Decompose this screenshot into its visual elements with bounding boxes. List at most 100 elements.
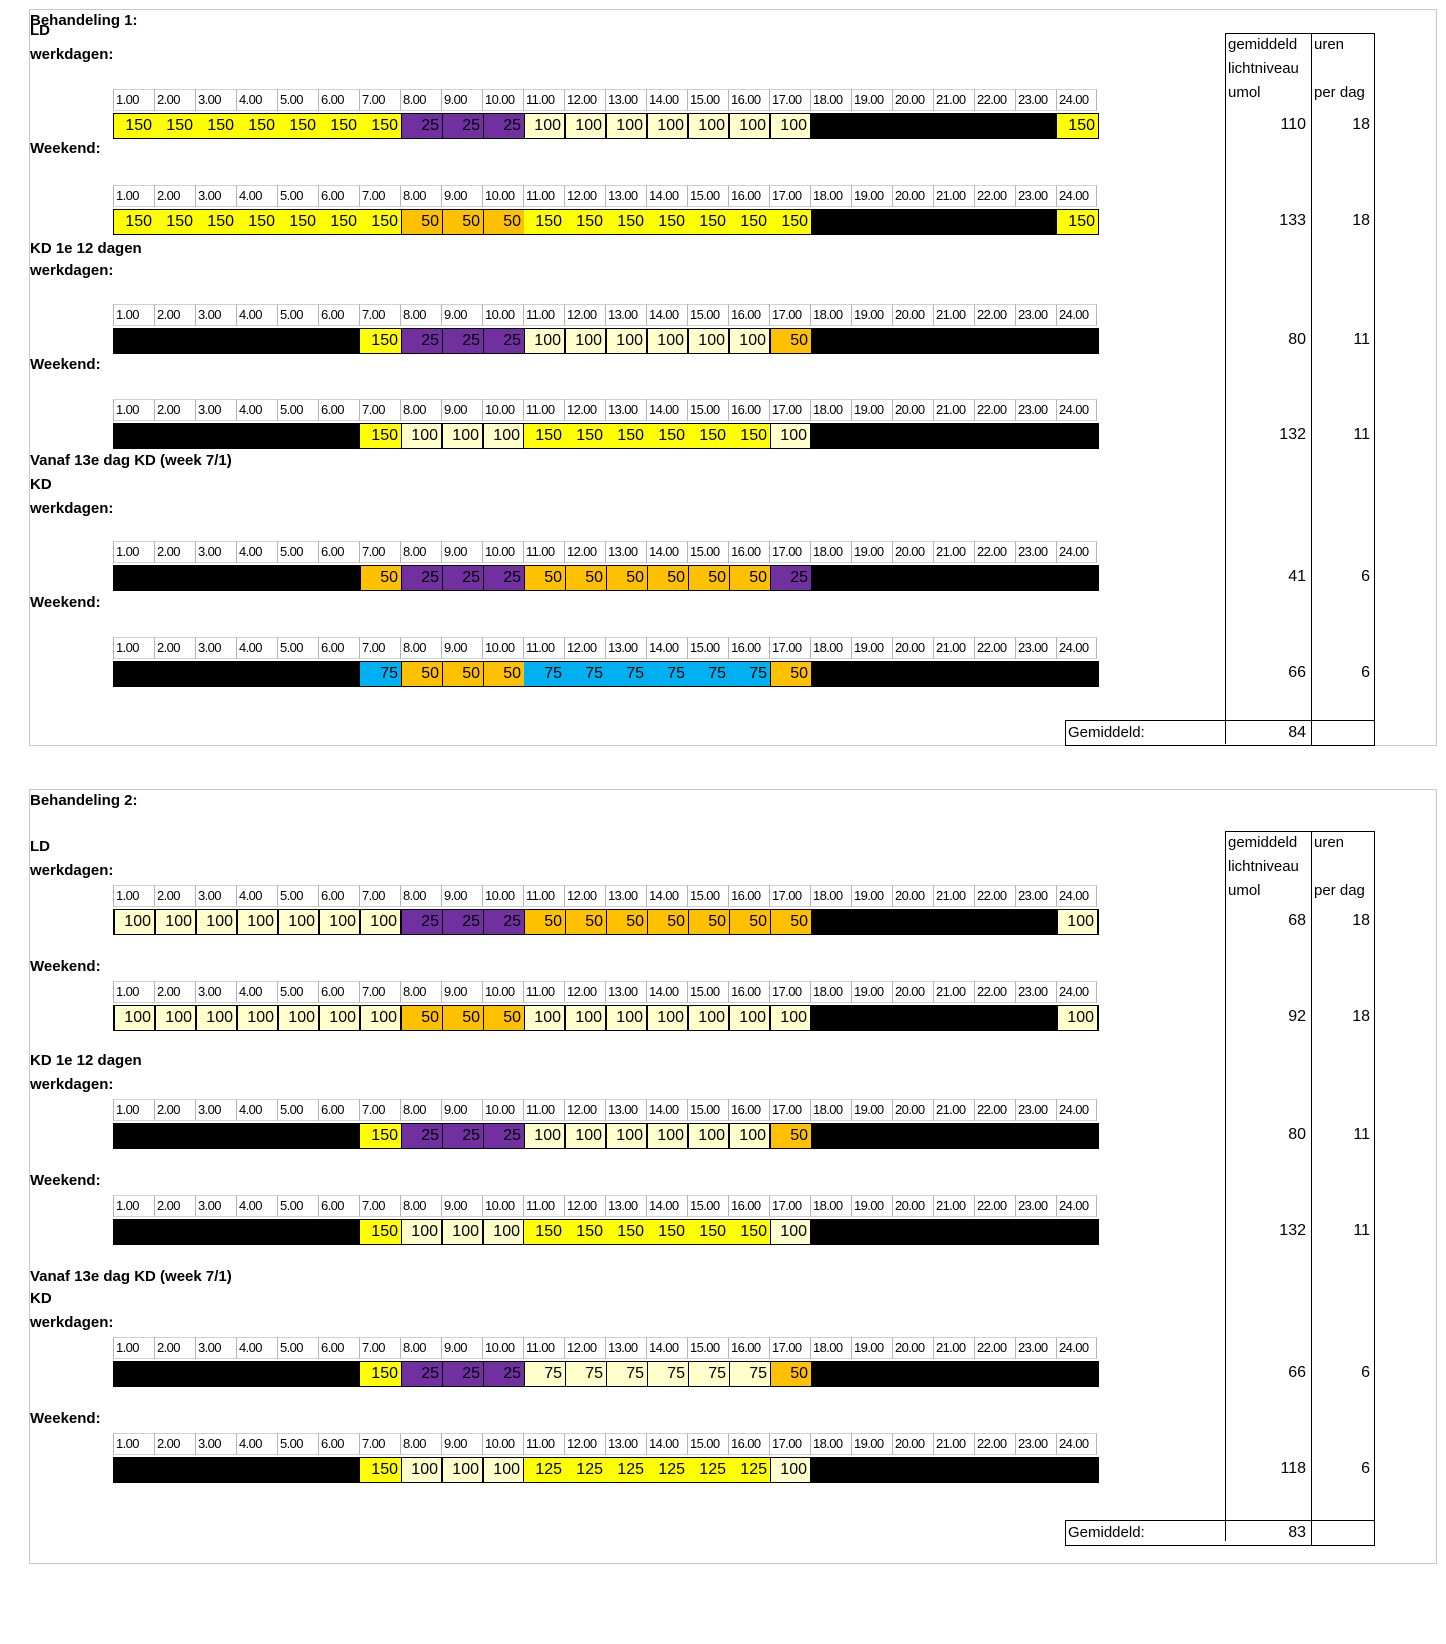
light-level-cell (1016, 1362, 1057, 1386)
schedule-label: Weekend: (30, 594, 101, 611)
hour-cell: 23.00 (1015, 89, 1056, 111)
light-level-cell (975, 114, 1016, 138)
hour-cell: 15.00 (687, 304, 728, 326)
hour-cell: 9.00 (441, 981, 482, 1003)
hour-cell: 4.00 (236, 637, 277, 659)
light-level-cell: 100 (565, 1124, 606, 1148)
hour-cell: 18.00 (810, 885, 851, 907)
hour-cell: 5.00 (277, 185, 318, 207)
light-level-cell (1057, 329, 1098, 353)
hour-cell: 12.00 (564, 89, 605, 111)
light-level-cell: 150 (1057, 210, 1098, 234)
hour-cell: 15.00 (687, 541, 728, 563)
light-level-cell: 150 (606, 210, 647, 234)
hour-cell: 22.00 (974, 399, 1015, 421)
light-level-cell: 50 (401, 210, 442, 234)
hours-per-day-value: 6 (1361, 664, 1370, 681)
light-level-cell: 100 (319, 910, 360, 934)
light-level-cell: 25 (483, 1124, 524, 1148)
hour-cell: 19.00 (851, 89, 892, 111)
hour-cell: 3.00 (195, 1099, 236, 1121)
hour-cell: 15.00 (687, 89, 728, 111)
hour-cell: 12.00 (564, 885, 605, 907)
hours-per-day-value: 6 (1361, 1460, 1370, 1477)
light-level-cell (319, 1124, 360, 1148)
light-level-row: 75 50 50 50 75 75 75 75 75 75 50 (113, 661, 1099, 687)
hour-cell: 6.00 (318, 1195, 359, 1217)
hour-cell: 5.00 (277, 1195, 318, 1217)
light-level-cell: 100 (770, 1458, 811, 1482)
light-level-cell: 25 (442, 1362, 483, 1386)
hour-cell: 5.00 (277, 637, 318, 659)
hour-cell: 6.00 (318, 885, 359, 907)
hour-cell: 23.00 (1015, 637, 1056, 659)
avg-light-column (1225, 831, 1312, 1541)
hour-cell: 7.00 (359, 1099, 400, 1121)
light-level-cell (934, 1220, 975, 1244)
light-level-cell: 75 (688, 1362, 729, 1386)
light-level-cell: 50 (401, 1006, 442, 1030)
hour-cell: 17.00 (769, 1195, 810, 1217)
hour-cell: 12.00 (564, 981, 605, 1003)
hour-cell: 17.00 (769, 89, 810, 111)
light-level-cell: 150 (688, 210, 729, 234)
light-level-cell (114, 662, 155, 686)
light-level-cell (114, 424, 155, 448)
light-level-row: 150 150 150 150 150 150 150 25 25 25 100 100 100 100 1… (113, 113, 1099, 139)
hour-cell: 14.00 (646, 1099, 687, 1121)
light-level-cell (852, 910, 893, 934)
light-level-cell (196, 1124, 237, 1148)
light-level-cell (811, 424, 852, 448)
hour-cell: 2.00 (154, 399, 195, 421)
light-level-cell (1016, 114, 1057, 138)
hour-cell: 22.00 (974, 185, 1015, 207)
avg-light-value: 92 (1288, 1008, 1306, 1025)
light-level-cell: 100 (565, 329, 606, 353)
hour-cell: 6.00 (318, 1433, 359, 1455)
hour-cell: 8.00 (400, 1433, 441, 1455)
avg-light-value: 41 (1288, 568, 1306, 585)
hour-cell: 8.00 (400, 1099, 441, 1121)
light-level-cell (237, 1362, 278, 1386)
hour-cell: 1.00 (113, 1195, 154, 1217)
light-level-cell (934, 114, 975, 138)
light-level-cell (811, 1124, 852, 1148)
hour-cell: 7.00 (359, 1433, 400, 1455)
light-level-cell (852, 329, 893, 353)
light-level-cell: 100 (770, 424, 811, 448)
treatment-title: Behandeling 1: (30, 12, 138, 29)
light-level-cell (196, 566, 237, 590)
light-level-cell (278, 662, 319, 686)
light-level-cell: 50 (647, 566, 688, 590)
hour-cell: 17.00 (769, 1433, 810, 1455)
hour-cell: 15.00 (687, 981, 728, 1003)
hour-cell: 5.00 (277, 399, 318, 421)
hour-cell: 4.00 (236, 304, 277, 326)
treatment-panel: Behandeling 1: gemiddeld lichtniveau umol ur… (29, 9, 1437, 746)
light-level-cell (278, 1362, 319, 1386)
light-level-cell: 150 (278, 114, 319, 138)
hour-cell: 17.00 (769, 637, 810, 659)
hour-cell: 14.00 (646, 185, 687, 207)
hour-cell: 7.00 (359, 185, 400, 207)
hour-cell: 18.00 (810, 185, 851, 207)
avg-light-value: 68 (1288, 912, 1306, 929)
hour-cell: 12.00 (564, 1433, 605, 1455)
hour-cell: 5.00 (277, 304, 318, 326)
light-level-cell (155, 1220, 196, 1244)
hour-cell: 23.00 (1015, 399, 1056, 421)
hour-cell: 2.00 (154, 885, 195, 907)
light-level-cell (237, 1220, 278, 1244)
hours-per-day-value: 11 (1353, 1126, 1370, 1143)
light-level-cell (196, 424, 237, 448)
hour-cell: 10.00 (482, 1433, 523, 1455)
light-level-cell: 100 (155, 1006, 196, 1030)
hour-cell: 18.00 (810, 1337, 851, 1359)
light-level-cell (975, 1006, 1016, 1030)
light-level-cell (852, 1362, 893, 1386)
treatment-title: Behandeling 2: (30, 792, 138, 809)
hour-header-row: 1.00 2.00 3.00 4.00 5.00 6.00 7.00 8.00 9.00 10.0… (113, 885, 1097, 907)
light-level-row: 100 100 100 100 100 100 100 50 50 50 100 100 100 100 1… (113, 1005, 1099, 1031)
light-level-cell: 100 (729, 329, 770, 353)
average-row-box (1065, 1520, 1375, 1546)
